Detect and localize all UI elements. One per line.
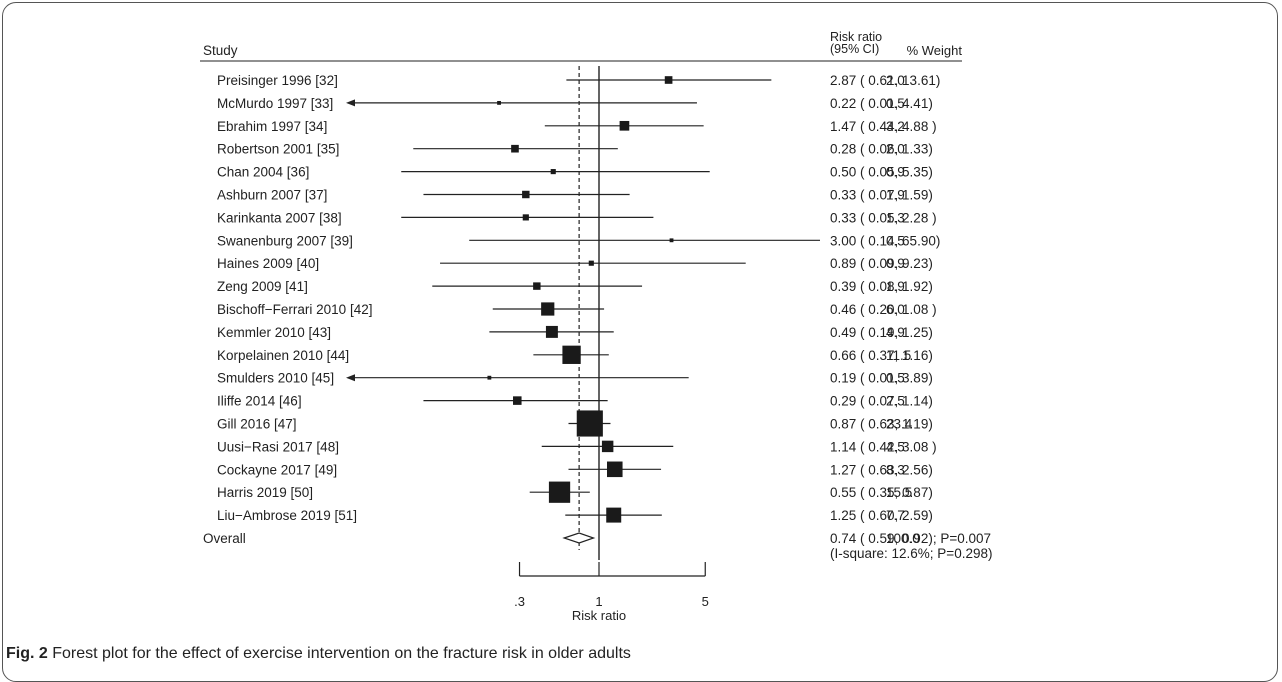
study-label: Ashburn 2007 [37] — [217, 188, 327, 203]
effect-box — [533, 282, 541, 290]
study-rr-text: 1.14 ( 0.42, 3.08 ) — [830, 439, 937, 454]
study-weight-text: 6.0 — [886, 302, 905, 317]
study-weight-text: 0.5 — [886, 371, 905, 386]
header-risk-ratio: Risk ratio — [830, 30, 882, 44]
caption-text: Forest plot for the effect of exercise i… — [47, 645, 631, 662]
effect-box — [606, 507, 622, 523]
study-rr-text: 0.33 ( 0.07, 1.59) — [830, 188, 933, 203]
study-rr-text: 0.66 ( 0.37, 1.16) — [830, 348, 933, 363]
effect-box — [576, 410, 603, 437]
study-rr-text: 0.33 ( 0.05, 2.28 ) — [830, 210, 937, 225]
effect-box — [487, 375, 492, 380]
study-rr-text: 0.39 ( 0.08, 1.92) — [830, 279, 933, 294]
study-label: Chan 2004 [36] — [217, 165, 309, 180]
study-rr-text: 1.47 ( 0.44, 4.88 ) — [830, 119, 937, 134]
study-weight-text: 8.3 — [886, 462, 905, 477]
figure-caption: Fig. 2 Forest plot for the effect of exe… — [6, 645, 631, 663]
study-weight-text: 0.9 — [886, 256, 905, 271]
study-rr-text: 0.49 ( 0.19, 1.25) — [830, 325, 933, 340]
study-label: Liu−Ambrose 2019 [51] — [217, 508, 357, 523]
study-label: Swanenburg 2007 [39] — [217, 233, 353, 248]
study-weight-text: 0.5 — [886, 233, 905, 248]
study-rr-text: 0.22 ( 0.01, 4.41) — [830, 96, 933, 111]
x-tick-label: 5 — [702, 594, 709, 609]
study-label: Gill 2016 [47] — [217, 417, 297, 432]
ci-arrow — [346, 99, 355, 107]
study-rr-text: 0.46 ( 0.20, 1.08 ) — [830, 302, 937, 317]
effect-box — [522, 190, 530, 199]
x-axis-label: Risk ratio — [572, 608, 626, 623]
study-label: Iliffe 2014 [46] — [217, 394, 302, 409]
study-label: Kemmler 2010 [43] — [217, 325, 331, 340]
header-weight: % Weight — [907, 43, 963, 58]
effect-box — [606, 461, 623, 478]
effect-box — [601, 440, 614, 453]
study-label: Uusi−Rasi 2017 [48] — [217, 439, 339, 454]
study-weight-text: 7.7 — [886, 508, 905, 523]
ci-arrow — [346, 374, 355, 382]
study-weight-text: 15.5 — [886, 485, 912, 500]
x-tick-label: 1 — [595, 594, 602, 609]
study-rr-text: 1.25 ( 0.60, 2.59) — [830, 508, 933, 523]
study-label: Harris 2019 [50] — [217, 485, 313, 500]
overall-rr-text: 0.74 ( 0.59, 0.92); P=0.007 — [830, 531, 991, 546]
study-label: Zeng 2009 [41] — [217, 279, 308, 294]
effect-box — [513, 396, 522, 405]
study-rr-text: 0.29 ( 0.07, 1.14) — [830, 394, 933, 409]
effect-box — [545, 325, 558, 338]
header-study: Study — [203, 43, 238, 58]
caption-label: Fig. 2 — [6, 645, 48, 662]
study-weight-text: 1.9 — [886, 188, 905, 203]
study-label: Robertson 2001 [35] — [217, 142, 339, 157]
study-rr-text: 1.27 ( 0.63, 2.56) — [830, 462, 933, 477]
overall-diamond — [562, 532, 596, 544]
study-label: Haines 2009 [40] — [217, 256, 319, 271]
study-label: Preisinger 1996 [32] — [217, 73, 338, 88]
study-weight-text: 1.9 — [886, 279, 905, 294]
study-weight-text: 11.5 — [886, 348, 911, 363]
study-rr-text: 0.87 ( 0.63, 1.19) — [830, 417, 933, 432]
study-rr-text: 3.00 ( 0.14, 65.90) — [830, 233, 940, 248]
study-label: Ebrahim 1997 [34] — [217, 119, 327, 134]
study-weight-text: 4.5 — [886, 439, 905, 454]
study-rr-text: 0.28 ( 0.06, 1.33) — [830, 142, 933, 157]
study-rr-text: 0.19 ( 0.01, 3.89) — [830, 371, 933, 386]
study-weight-text: 2.0 — [886, 142, 905, 157]
effect-box — [550, 169, 556, 175]
effect-box — [619, 120, 630, 131]
x-tick-label: .3 — [514, 594, 525, 609]
study-label: Cockayne 2017 [49] — [217, 462, 337, 477]
study-weight-text: 4.9 — [886, 325, 905, 340]
study-weight-text: 2.5 — [886, 394, 905, 409]
effect-box — [588, 260, 594, 266]
study-weight-text: 23.4 — [886, 417, 913, 432]
study-label: Bischoff−Ferrari 2010 [42] — [217, 302, 372, 317]
study-label: Karinkanta 2007 [38] — [217, 210, 342, 225]
study-label: Korpelainen 2010 [44] — [217, 348, 349, 363]
overall-heterogeneity-text: (I-square: 12.6%; P=0.298) — [830, 546, 992, 561]
effect-box — [548, 481, 571, 503]
study-weight-text: 2.0 — [886, 73, 905, 88]
study-weight-text: 3.2 — [886, 119, 905, 134]
study-weight-text: 1.3 — [886, 210, 905, 225]
effect-box — [562, 345, 581, 364]
effect-box — [497, 100, 501, 105]
study-rr-text: 0.55 ( 0.35, 0.87) — [830, 485, 933, 500]
header-ci: (95% CI) — [830, 42, 879, 56]
effect-box — [511, 144, 519, 153]
overall-weight-text: 100.0 — [886, 531, 920, 546]
study-weight-text: 0.9 — [886, 165, 905, 180]
overall-label: Overall — [203, 531, 246, 546]
study-rr-text: 2.87 ( 0.61, 13.61) — [830, 73, 940, 88]
effect-box — [522, 214, 529, 221]
effect-box — [541, 302, 555, 316]
study-rr-text: 0.50 ( 0.05, 5.35) — [830, 165, 933, 180]
study-label: McMurdo 1997 [33] — [217, 96, 333, 111]
study-rr-text: 0.89 ( 0.09, 9.23) — [830, 256, 933, 271]
study-label: Smulders 2010 [45] — [217, 371, 334, 386]
study-weight-text: 0.5 — [886, 96, 905, 111]
effect-box — [669, 238, 674, 243]
effect-box — [664, 76, 673, 84]
